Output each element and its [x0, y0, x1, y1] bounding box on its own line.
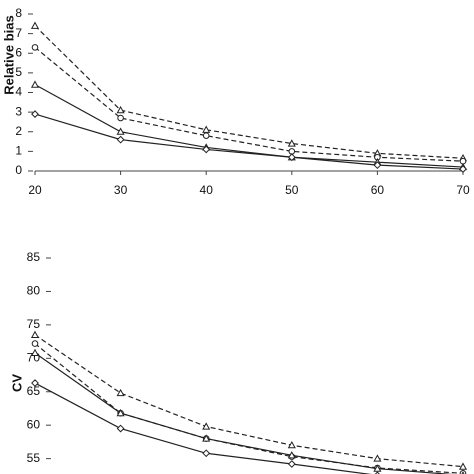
y-axis-label: CV	[9, 374, 24, 392]
marker	[202, 422, 211, 430]
marker	[117, 114, 124, 122]
y-tick-label: 65	[27, 384, 41, 398]
y-tick-label: 5	[15, 65, 22, 79]
y-tick-label: 7	[15, 26, 22, 40]
marker	[30, 80, 40, 88]
y-tick-label: 80	[27, 284, 41, 298]
y-tick-label: 0	[15, 163, 22, 177]
marker	[31, 340, 39, 347]
series-line	[34, 113, 464, 170]
marker	[202, 145, 211, 154]
series-line	[34, 343, 464, 474]
marker	[202, 132, 210, 139]
y-tick-label: 3	[15, 104, 22, 118]
marker	[202, 434, 211, 442]
marker	[202, 449, 211, 458]
marker	[116, 105, 125, 114]
marker	[31, 379, 39, 387]
marker	[116, 127, 125, 135]
marker	[116, 388, 125, 397]
marker	[459, 165, 467, 173]
series-line	[34, 25, 464, 159]
y-tick-label: 4	[15, 85, 22, 99]
marker	[373, 454, 382, 462]
x-tick-label: 30	[114, 183, 128, 197]
x-tick-label: 70	[456, 183, 470, 197]
plot-area	[30, 21, 468, 173]
marker	[373, 161, 382, 170]
marker	[373, 464, 382, 472]
marker	[287, 153, 296, 162]
y-tick-label: 85	[27, 250, 41, 264]
marker	[116, 135, 125, 144]
marker	[287, 460, 296, 468]
series-line	[34, 352, 454, 474]
y-tick-label: 75	[27, 317, 41, 331]
x-tick-label: 50	[285, 183, 299, 197]
marker	[287, 139, 296, 147]
series-line	[34, 46, 464, 162]
y-tick-label: 6	[15, 45, 22, 59]
marker	[458, 462, 468, 470]
marker	[30, 330, 40, 338]
series-line	[34, 84, 464, 168]
x-tick-label: 40	[200, 183, 214, 197]
plot-area	[30, 330, 468, 474]
marker	[116, 424, 125, 433]
marker	[202, 125, 211, 133]
marker	[287, 451, 296, 459]
marker	[30, 348, 40, 357]
marker	[287, 441, 296, 449]
y-tick-label: 2	[15, 124, 22, 138]
marker	[31, 110, 39, 118]
x-tick-label: 20	[28, 183, 42, 197]
series-line	[34, 382, 372, 474]
marker	[116, 408, 125, 417]
y-tick-label: 1	[15, 144, 22, 158]
y-axis-label: Relative bias	[1, 15, 16, 95]
y-tick-label: 60	[27, 417, 41, 431]
y-tick-label: 55	[27, 451, 41, 465]
y-tick-label: 8	[15, 6, 22, 20]
marker	[30, 21, 40, 29]
x-tick-label: 60	[371, 183, 385, 197]
marker	[31, 44, 39, 51]
